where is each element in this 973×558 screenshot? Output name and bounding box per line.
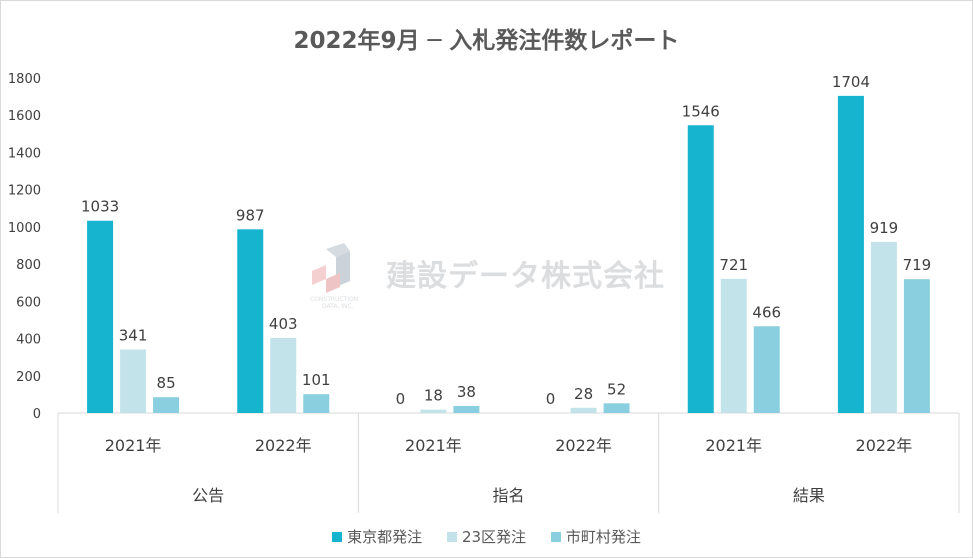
bar	[837, 95, 864, 413]
data-label: 38	[457, 383, 476, 401]
data-label: 1546	[682, 102, 720, 120]
watermark-sub-line2: DATA, INC.	[322, 303, 354, 310]
chart-title: 2022年9月 ─ 入札発注件数レポート	[293, 28, 680, 54]
y-tick-label: 0	[33, 407, 41, 422]
legend-swatch-city	[550, 531, 561, 542]
y-tick-label: 600	[16, 295, 41, 310]
data-label: 919	[870, 219, 899, 237]
data-label: 52	[607, 380, 626, 398]
watermark-subtitle: CONSTRUCTION DATA, INC.	[310, 296, 358, 310]
watermark-sub-line1: CONSTRUCTION	[310, 296, 359, 303]
legend-swatch-23ku	[446, 531, 457, 542]
bar	[270, 337, 297, 413]
x-tick-label-year: 2021年	[105, 436, 162, 455]
bar	[603, 403, 630, 413]
x-tick-label-group: 公告	[192, 486, 224, 505]
legend-label-23ku: 23区発注	[461, 528, 527, 546]
y-tick-label: 800	[16, 258, 41, 273]
watermark: 建設データ株式会社 CONSTRUCTION DATA, INC.	[306, 241, 676, 316]
x-tick-label-year: 2021年	[705, 436, 762, 455]
legend-item-23ku: 23区発注	[446, 526, 527, 547]
data-label: 101	[302, 371, 331, 389]
data-label: 0	[546, 390, 556, 408]
bar	[570, 407, 597, 413]
y-tick-label: 1400	[8, 146, 41, 161]
bar	[870, 241, 897, 413]
bar	[237, 229, 264, 413]
data-label: 0	[396, 390, 406, 408]
bar	[153, 397, 180, 413]
bar	[303, 394, 330, 413]
y-tick-label: 400	[16, 333, 41, 348]
legend-swatch-tokyo	[332, 531, 343, 542]
legend-label-tokyo: 東京都発注	[347, 528, 423, 546]
data-label: 341	[119, 327, 148, 345]
data-label: 403	[269, 315, 298, 333]
data-label: 85	[157, 374, 176, 392]
x-tick-label-year: 2022年	[255, 436, 312, 455]
bar	[687, 125, 714, 414]
x-tick-label-year: 2022年	[856, 436, 913, 455]
bar	[120, 349, 147, 413]
bar	[420, 409, 447, 413]
company-logo-icon	[312, 243, 350, 293]
data-label: 18	[424, 387, 443, 405]
bar	[753, 326, 780, 413]
y-tick-label: 200	[16, 370, 41, 385]
watermark-company-name: 建設データ株式会社	[386, 259, 665, 294]
x-tick-label-group: 結果	[793, 486, 825, 505]
x-tick-label-year: 2021年	[405, 436, 462, 455]
chart-legend: 東京都発注 23区発注 市町村発注	[1, 526, 972, 547]
x-tick-label-group: 指名	[492, 486, 524, 505]
bar	[453, 405, 480, 413]
y-tick-label: 1600	[8, 109, 41, 124]
data-label: 28	[574, 385, 593, 403]
bar	[87, 220, 114, 413]
legend-item-city: 市町村発注	[550, 526, 641, 547]
data-label: 719	[903, 256, 932, 274]
legend-label-city: 市町村発注	[565, 528, 641, 546]
y-tick-label: 1800	[8, 72, 41, 87]
y-tick-label: 1200	[8, 184, 41, 199]
bar	[720, 278, 747, 413]
bar	[903, 279, 930, 413]
y-tick-label: 1000	[8, 221, 41, 236]
data-label: 1033	[81, 198, 119, 216]
data-label: 987	[236, 206, 265, 224]
data-label: 466	[752, 303, 781, 321]
x-tick-label-year: 2022年	[555, 436, 612, 455]
legend-item-tokyo: 東京都発注	[332, 526, 422, 547]
data-label: 721	[719, 256, 748, 274]
data-label: 1704	[832, 73, 870, 91]
